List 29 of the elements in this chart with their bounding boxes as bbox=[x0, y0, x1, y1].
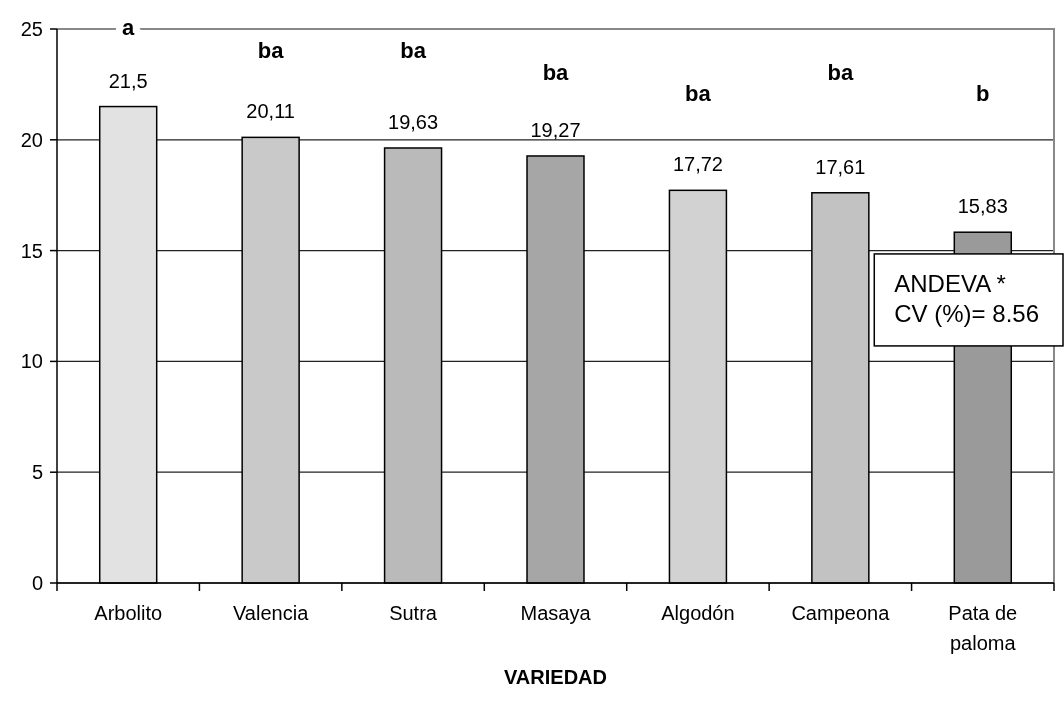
y-tick-label: 5 bbox=[31, 461, 43, 484]
x-tick-label: Sutra bbox=[389, 602, 438, 624]
annotation: ba bbox=[257, 37, 285, 63]
x-tick-label: Pata de paloma bbox=[948, 602, 1018, 654]
x-tick-label: Campeona bbox=[791, 602, 891, 624]
data-label: 17,72 bbox=[672, 153, 723, 176]
y-tick-label: 10 bbox=[20, 350, 43, 373]
x-tick-label: Algodón bbox=[661, 602, 735, 624]
data-label: 19,27 bbox=[530, 118, 581, 141]
data-label: 15,83 bbox=[957, 195, 1008, 218]
x-tick-label: Masaya bbox=[520, 602, 592, 624]
annotation: a bbox=[122, 14, 136, 40]
data-label: 17,61 bbox=[815, 155, 866, 178]
data-label: 19,63 bbox=[388, 111, 439, 133]
annotation: b bbox=[976, 80, 990, 106]
annotation: ba bbox=[827, 59, 854, 85]
x-tick-label: Arbolito bbox=[94, 602, 163, 624]
annotation: ba bbox=[400, 37, 427, 63]
x-tick-label: Valencia bbox=[233, 602, 310, 624]
y-tick-label: 15 bbox=[20, 239, 43, 262]
annotation: ba bbox=[542, 59, 570, 85]
y-tick-label: 25 bbox=[20, 18, 43, 40]
x-axis-title: VARIEDAD bbox=[504, 666, 607, 688]
annotation: ANDEVA * CV (%)= 8.56 bbox=[894, 269, 1040, 327]
y-tick-label: 0 bbox=[31, 572, 43, 594]
y-tick-label: 20 bbox=[20, 128, 43, 151]
annotation: ba bbox=[685, 80, 712, 106]
data-label: 21,5 bbox=[108, 69, 148, 92]
data-label: 20,11 bbox=[246, 100, 295, 123]
